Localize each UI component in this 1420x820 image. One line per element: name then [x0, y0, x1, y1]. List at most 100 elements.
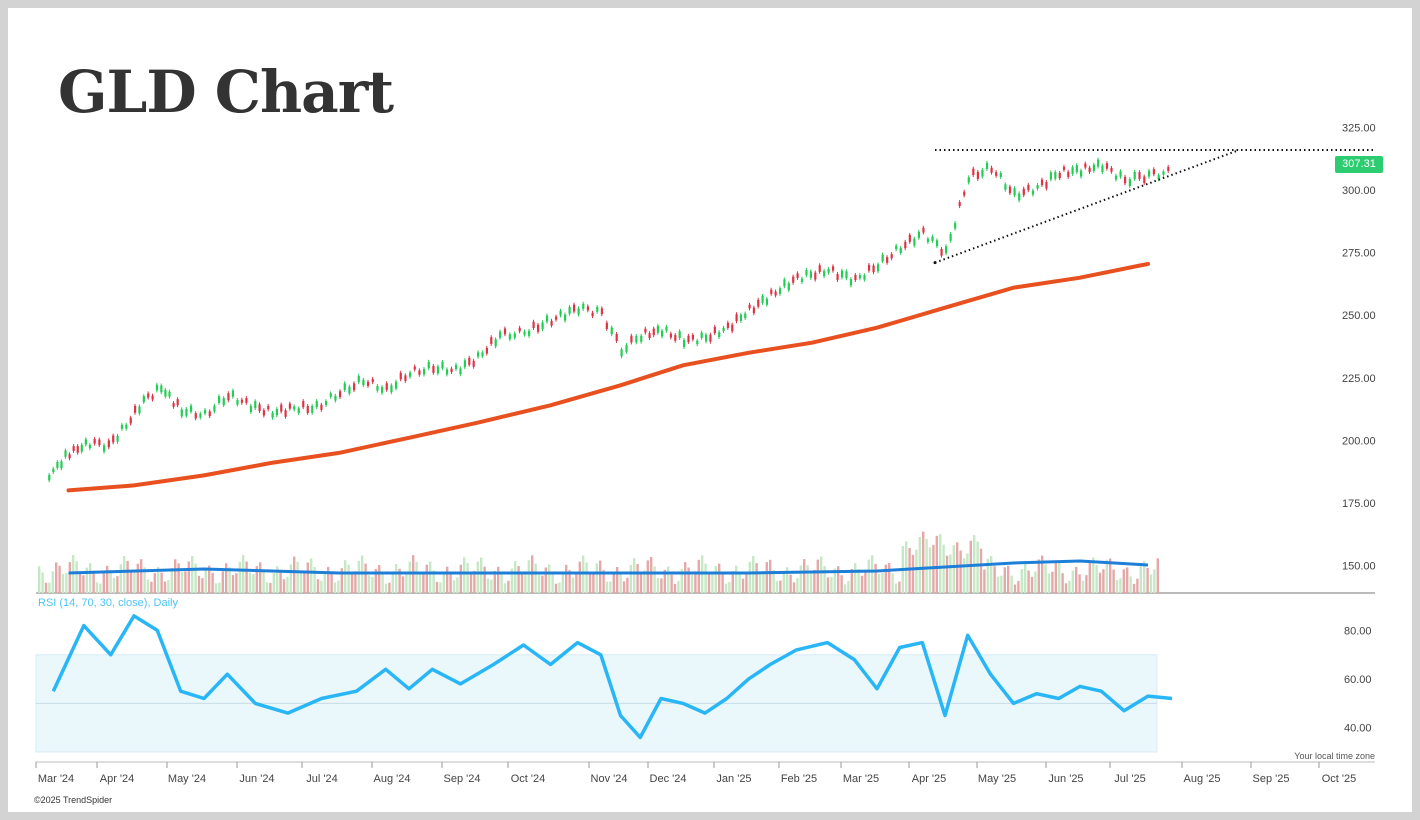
volume-bar: [177, 563, 180, 593]
volume-bar: [609, 581, 612, 593]
candle-body: [904, 241, 907, 249]
candle-body: [297, 408, 300, 414]
volume-bar: [1102, 569, 1105, 593]
volume-bar: [99, 583, 102, 593]
volume-bar: [745, 574, 748, 593]
volume-bar: [418, 572, 422, 593]
candle-body: [499, 331, 502, 338]
candle-body: [652, 328, 655, 336]
volume-bar: [840, 575, 843, 593]
candle-body: [267, 405, 270, 410]
volume-bar: [313, 567, 316, 593]
volume-bar: [928, 547, 932, 593]
price-tick-label: 150.00: [1342, 560, 1376, 572]
volume-bar: [446, 566, 449, 593]
volume-bar: [1092, 557, 1095, 593]
candle-body: [718, 332, 721, 338]
volume-bar: [551, 573, 554, 593]
volume-bar: [568, 570, 571, 593]
volume-bar: [724, 583, 728, 593]
volume-bar: [350, 572, 354, 593]
candle-body: [385, 383, 388, 390]
volume-bar: [337, 580, 340, 593]
volume-bar: [459, 564, 462, 593]
candle-body: [669, 333, 672, 338]
volume-bar: [884, 564, 887, 593]
volume-bar: [306, 562, 309, 593]
candle-body: [151, 395, 154, 400]
candle-body: [362, 379, 365, 386]
candle-body: [644, 328, 647, 333]
volume-bar: [765, 562, 768, 593]
volume-bar: [157, 567, 160, 593]
volume-bar: [769, 559, 772, 593]
candle-body: [757, 299, 760, 307]
volume-bar: [707, 574, 711, 593]
volume-bar: [1115, 579, 1119, 593]
candle-body: [591, 312, 594, 317]
volume-bar: [588, 572, 592, 593]
volume-bar: [1020, 569, 1023, 593]
volume-bar: [143, 567, 146, 593]
candle-body: [427, 361, 430, 369]
volume-bar: [571, 577, 575, 593]
candle-body: [231, 390, 235, 397]
volume-bar: [605, 581, 609, 593]
volume-bar: [51, 571, 54, 593]
volume-bar: [38, 566, 41, 593]
volume-bar: [238, 561, 241, 593]
price-tick-label: 225.00: [1342, 373, 1376, 385]
volume-bar: [850, 568, 853, 593]
volume-bar: [269, 583, 272, 593]
volume-bar: [497, 566, 500, 593]
candle-body: [204, 409, 207, 414]
volume-bar: [1119, 578, 1122, 593]
volume-bar: [1153, 569, 1156, 593]
candle-body: [713, 326, 716, 334]
candle-body: [180, 409, 183, 417]
candle-body: [731, 324, 734, 332]
volume-bar: [1088, 562, 1091, 593]
volume-bar: [714, 566, 717, 593]
candle-body: [696, 340, 699, 345]
volume-bar: [310, 558, 313, 593]
candle-body: [559, 310, 562, 316]
candle-body: [981, 169, 984, 177]
volume-bar: [282, 579, 286, 593]
volume-bar: [942, 544, 945, 593]
volume-bar: [208, 565, 211, 593]
volume-bar: [945, 555, 949, 593]
candle-body: [787, 283, 790, 291]
volume-bar: [204, 570, 207, 593]
volume-bar: [561, 571, 564, 593]
x-tick-label: Jul '24: [306, 773, 337, 785]
volume-bar: [106, 565, 109, 593]
x-tick-label: Sep '24: [444, 773, 481, 785]
volume-bar: [395, 564, 398, 593]
candle-body: [605, 322, 608, 329]
volume-bar: [252, 574, 255, 593]
volume-bar: [643, 570, 646, 593]
candle-body: [1045, 182, 1048, 189]
volume-bar: [221, 571, 224, 593]
volume-bar: [704, 563, 707, 593]
volume-bar: [871, 555, 874, 593]
volume-bar: [585, 562, 588, 593]
volume-bar: [1027, 570, 1030, 593]
x-tick-label: May '24: [168, 773, 206, 785]
volume-bar: [1126, 567, 1129, 593]
candle-body: [954, 223, 957, 229]
volume-bar: [633, 558, 636, 593]
candle-body: [116, 435, 119, 442]
candle-body: [459, 368, 462, 375]
candle-body: [577, 308, 580, 315]
candle-body: [783, 279, 786, 287]
volume-bar: [990, 556, 993, 593]
volume-bar: [398, 568, 401, 593]
volume-bar: [333, 582, 337, 593]
volume-bar: [381, 573, 384, 593]
candle-body: [582, 303, 585, 309]
volume-bar: [265, 582, 269, 593]
volume-bar: [378, 565, 381, 593]
